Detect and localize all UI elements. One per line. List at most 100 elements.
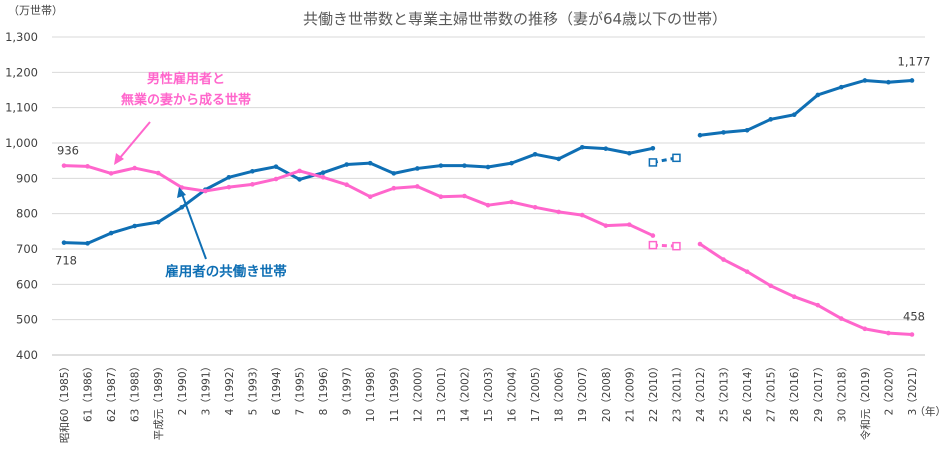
data-point <box>462 193 467 199</box>
x-tick-label: 6（1994） <box>271 361 283 415</box>
data-point <box>648 240 658 250</box>
data-point <box>391 171 397 176</box>
data-point <box>320 170 326 175</box>
data-point <box>650 146 656 151</box>
data-point <box>203 188 208 194</box>
data-label: 458 <box>903 310 925 324</box>
data-point <box>744 269 750 274</box>
data-point <box>367 194 373 200</box>
annotation-pink-line1: 男性雇用者と <box>147 71 225 87</box>
x-tick-label: 3（1991） <box>200 361 212 415</box>
data-point <box>297 177 302 182</box>
x-tick-label: 平成元（1989） <box>153 361 165 440</box>
data-point <box>815 92 821 98</box>
y-tick-label: 1,000 <box>5 136 38 150</box>
y-axis-ticks: 400 500 600 700 800 900 1,000 1,100 1,200 1,300 <box>5 30 38 362</box>
data-point <box>273 176 279 182</box>
x-tick-label: 61（1986） <box>83 361 95 422</box>
data-point <box>509 199 514 205</box>
x-tick-label: 62（1987） <box>106 361 118 422</box>
data-point <box>697 241 703 247</box>
data-point <box>721 130 726 135</box>
y-tick-label: 900 <box>16 171 38 185</box>
data-point <box>862 326 868 332</box>
x-tick-label: 8（1996） <box>318 361 330 415</box>
data-point <box>415 166 420 171</box>
data-point <box>391 185 397 191</box>
data-point <box>532 205 538 210</box>
x-tick-label: 28（2016） <box>789 361 801 422</box>
data-point <box>672 153 681 163</box>
x-tick-label: 2（1990） <box>177 361 189 415</box>
data-point <box>556 156 561 162</box>
data-label: 936 <box>57 144 79 158</box>
y-tick-label: 500 <box>16 313 38 327</box>
series-line <box>63 164 654 237</box>
data-point <box>509 160 514 166</box>
x-tick-label: 23（2011） <box>671 361 683 422</box>
data-point <box>485 202 491 208</box>
data-point <box>155 219 161 225</box>
data-point <box>909 332 915 337</box>
data-point <box>532 152 538 157</box>
y-tick-label: 1,200 <box>5 65 38 79</box>
annotation-pink-line2: 無業の妻から成る世帯 <box>121 92 251 108</box>
data-point <box>721 257 726 262</box>
x-tick-label: 令和元（2019） <box>859 361 872 440</box>
data-point <box>839 84 844 90</box>
x-tick-label: 27（2015） <box>766 361 778 422</box>
data-point <box>320 174 326 180</box>
data-point <box>367 160 373 166</box>
x-tick-label: 29（2017） <box>813 361 825 422</box>
data-point <box>648 158 658 167</box>
annotation-pink-arrow-head <box>114 153 124 165</box>
data-point <box>273 164 279 169</box>
data-point <box>415 184 420 189</box>
data-point <box>650 233 656 238</box>
series-line <box>699 78 913 137</box>
x-tick-label: 昭和60（1985） <box>59 361 71 443</box>
data-point <box>226 174 232 180</box>
data-point <box>226 184 232 190</box>
data-point <box>909 78 915 83</box>
x-tick-label: 13（2001） <box>436 361 448 422</box>
data-point <box>61 240 67 245</box>
data-point <box>108 171 114 176</box>
x-tick-label: 15（2003） <box>483 361 495 422</box>
data-point <box>344 182 349 187</box>
data-point <box>815 302 821 308</box>
annotation-blue: 雇用者の共働き世帯 <box>165 263 287 280</box>
data-point <box>579 212 585 218</box>
data-label: 718 <box>55 254 77 268</box>
data-point <box>297 168 302 174</box>
x-axis-unit: （年） <box>915 405 947 418</box>
x-tick-label: 30（2018） <box>836 361 848 422</box>
x-tick-label: 18（2006） <box>554 361 566 422</box>
chart-title: 共働き世帯数と専業主婦世帯数の推移（妻が64歳以下の世帯） <box>303 10 727 28</box>
x-tick-label: 14（2002） <box>459 361 471 422</box>
data-point <box>627 222 632 227</box>
x-tick-label: 10（1998） <box>365 361 377 422</box>
data-point <box>839 316 844 321</box>
data-point <box>768 117 773 122</box>
data-point <box>132 165 137 171</box>
x-tick-label: 4（1992） <box>224 361 236 415</box>
x-tick-label: 3（2021） <box>907 361 919 415</box>
x-tick-label: 20（2008） <box>601 361 613 422</box>
data-point <box>672 241 681 251</box>
data-point <box>862 78 868 83</box>
x-tick-label: 5（1993） <box>247 361 259 415</box>
x-tick-label: 17（2005） <box>530 361 542 422</box>
data-point <box>85 164 90 169</box>
data-point <box>438 194 444 200</box>
data-point <box>462 163 467 168</box>
annotations: 男性雇用者と 無業の妻から成る世帯 雇用者の共働き世帯 <box>114 71 287 280</box>
x-tick-label: 7（1995） <box>295 361 307 415</box>
x-tick-label: 2（2020） <box>883 361 895 415</box>
data-point <box>744 127 750 133</box>
annotation-blue-arrow-head <box>177 187 186 198</box>
data-point <box>179 185 185 190</box>
x-tick-label: 26（2014） <box>742 361 754 422</box>
data-point <box>438 163 444 168</box>
